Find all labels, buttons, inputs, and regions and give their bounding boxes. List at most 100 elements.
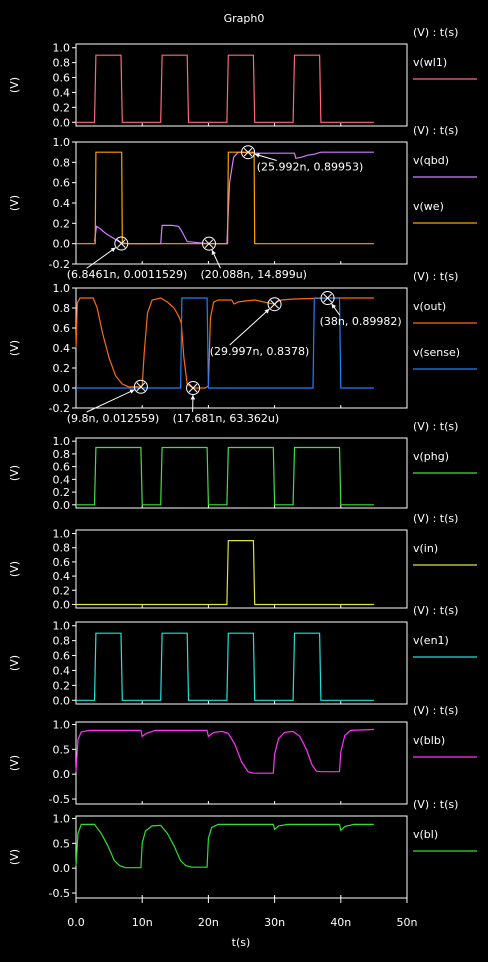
- marker-label: (38n, 0.89982): [320, 315, 402, 328]
- panel-6: (V) : t(s) (V) 0.0 0.2 0.40.6 0.8 1.0 v(en1): [8, 604, 477, 707]
- y-tick-label: 0.0: [53, 862, 71, 875]
- marker-cross: [270, 299, 279, 309]
- marker-label: (9.8n, 0.012559): [67, 412, 160, 425]
- y-tick-label: 0.6: [53, 461, 71, 474]
- y-tick-label: 0.4: [53, 86, 71, 99]
- y-tick-label: 0.2: [53, 486, 71, 499]
- y-tick-label: 0.4: [53, 473, 71, 486]
- plot-frame: [75, 621, 408, 705]
- y-tick-label: 0.0: [53, 598, 71, 611]
- y-tick-label: 1.0: [53, 528, 71, 541]
- x-tick-label: 30n: [264, 916, 285, 929]
- marker-arrowhead: [264, 308, 270, 314]
- legend-label: v(we): [413, 200, 444, 213]
- y-tick-label: 0.8: [53, 156, 71, 169]
- y-tick-label: 0.0: [53, 768, 71, 781]
- marker-arrow: [86, 247, 116, 269]
- marker-label: (17.681n, 63.362u): [173, 412, 279, 425]
- y-axis-label: (V): [8, 849, 21, 865]
- y-tick-label: 0.0: [53, 694, 71, 707]
- x-tick-label: 40n: [330, 916, 351, 929]
- panel-7: (V) : t(s) (V) -0.5 0.0 0.5 1.0 v(blb): [8, 704, 477, 806]
- y-tick-label: 0.6: [53, 650, 71, 663]
- y-tick-label: 1.0: [53, 718, 71, 731]
- legend-label: v(en1): [413, 634, 449, 647]
- marker-arrowhead: [211, 250, 216, 256]
- marker-cross: [188, 383, 198, 393]
- y-axis-label: (V): [8, 655, 21, 671]
- marker-cross: [323, 293, 332, 303]
- y-tick-label: 0.5: [53, 837, 71, 850]
- legend-label: v(wl1): [413, 56, 447, 69]
- unit-header: (V) : t(s): [413, 420, 458, 433]
- unit-header: (V) : t(s): [413, 270, 458, 283]
- y-tick-label: 0.4: [53, 570, 71, 583]
- y-tick-label: -0.5: [49, 793, 70, 806]
- y-tick-label: 1.0: [53, 620, 71, 633]
- marker-circle: [133, 379, 148, 394]
- y-tick-label: 0.8: [53, 57, 71, 70]
- x-axis-label: t(s): [232, 936, 251, 949]
- marker-cross: [136, 382, 146, 392]
- series-line-vbl: [75, 823, 374, 869]
- y-tick-label: 0.4: [53, 197, 71, 210]
- marker-circle: [186, 381, 201, 395]
- y-tick-label: 0.8: [53, 635, 71, 648]
- y-tick-label: 0.6: [53, 556, 71, 569]
- unit-header: (V) : t(s): [413, 704, 458, 717]
- marker-circle: [241, 145, 256, 160]
- y-tick-label: 1.0: [53, 42, 71, 55]
- legend-label: v(in): [413, 542, 438, 555]
- unit-header: (V) : t(s): [413, 124, 458, 137]
- y-tick-label: 1.0: [53, 136, 71, 149]
- y-tick-label: 1.0: [53, 282, 71, 295]
- marker-label: (20.088n, 14.899u): [200, 268, 307, 281]
- x-tick-label: 0.0: [67, 916, 85, 929]
- y-tick-label: 0.2: [53, 101, 71, 114]
- y-tick-label: -0.5: [49, 887, 70, 900]
- x-tick-label: 50n: [397, 916, 418, 929]
- series-line-vwl1: [76, 54, 374, 123]
- y-tick-label: 0.8: [53, 448, 71, 461]
- series-line-vout: [75, 297, 374, 389]
- marker-arrowhead: [110, 247, 116, 253]
- marker-cross: [116, 239, 126, 248]
- legend-label: v(bl): [413, 828, 438, 841]
- y-tick-label: 0.2: [53, 217, 71, 230]
- y-axis-label: (V): [8, 195, 21, 211]
- plot-frame: [75, 529, 408, 609]
- y-tick-label: 0.6: [53, 322, 71, 335]
- y-tick-label: 0.4: [53, 664, 71, 677]
- y-tick-label: 0.0: [53, 116, 71, 129]
- marker-circle: [320, 291, 335, 306]
- unit-header: (V) : t(s): [413, 798, 458, 811]
- y-tick-label: 1.0: [53, 435, 71, 448]
- panel-8: (V) : t(s) (V) -0.5 0.0 0.5 1.0 v(bl): [8, 798, 477, 900]
- panel-1: (V) : t(s) (V) 0.0 0.2 0.40.6 0.8 1.0 v(wl1): [8, 26, 477, 129]
- y-tick-label: 0.5: [53, 743, 71, 756]
- series-line-vsense: [76, 297, 374, 389]
- plot-frame: [75, 815, 408, 899]
- series-line-vphg: [76, 446, 374, 506]
- y-tick-label: -0.2: [49, 258, 70, 271]
- marker-circle: [267, 297, 282, 312]
- y-tick-label: 0.6: [53, 177, 71, 190]
- y-tick-label: 0.8: [53, 302, 71, 315]
- x-tick-label: 10n: [132, 916, 153, 929]
- marker-arrowhead: [254, 153, 260, 158]
- y-tick-label: 0.8: [53, 542, 71, 555]
- graph-title: Graph0: [224, 12, 265, 25]
- marker-label: (25.992n, 0.89953): [257, 160, 364, 173]
- y-tick-label: 0.2: [53, 679, 71, 692]
- unit-header: (V) : t(s): [413, 604, 458, 617]
- marker-arrowhead: [190, 394, 196, 400]
- marker-arrow: [229, 308, 270, 346]
- marker-arrowhead: [331, 303, 337, 309]
- legend-label: v(blb): [413, 734, 445, 747]
- series-line-vin: [76, 540, 374, 606]
- unit-header: (V) : t(s): [413, 512, 458, 525]
- y-axis-label: (V): [8, 561, 21, 577]
- legend-label: v(sense): [413, 346, 460, 359]
- y-axis-label: (V): [8, 77, 21, 93]
- y-axis-label: (V): [8, 755, 21, 771]
